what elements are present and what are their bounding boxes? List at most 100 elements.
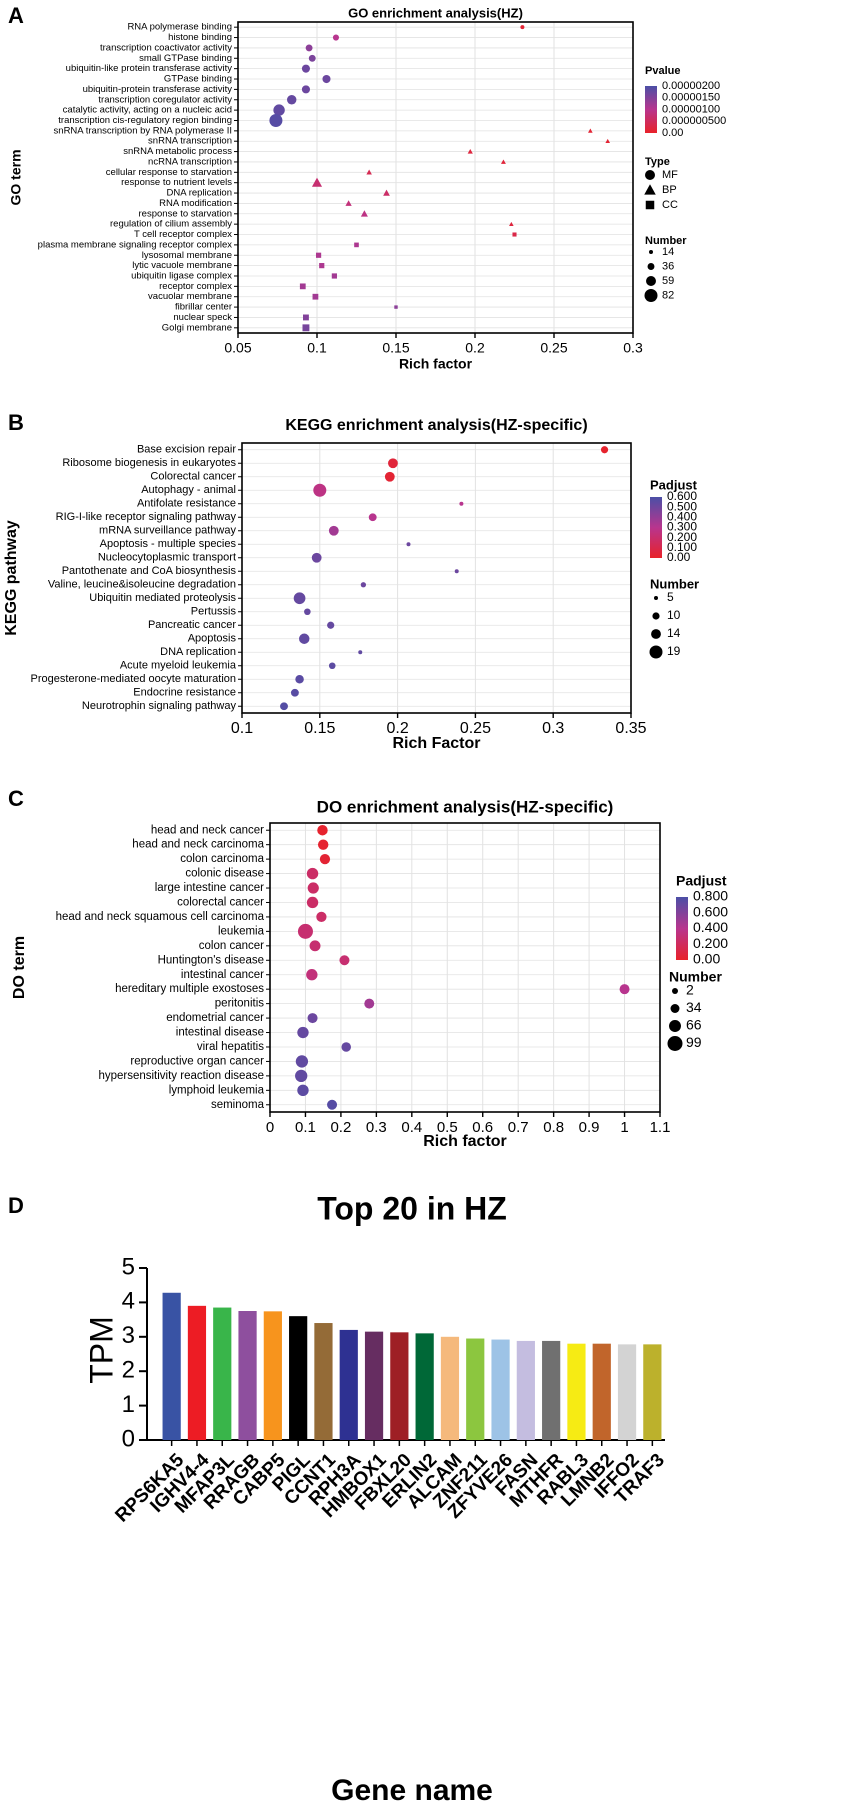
y-tick-label-b: Colorectal cancer: [150, 471, 236, 483]
data-point-a: [301, 64, 310, 73]
y-tick-label-a: transcription cis-regulatory region bind…: [58, 115, 232, 126]
y-tick-label-c: head and neck carcinoma: [132, 839, 264, 851]
color-legend-label-a: 0.00000150: [662, 92, 720, 104]
x-axis-label-b: Rich Factor: [392, 735, 480, 752]
y-tick-label-b: Acute myeloid leukemia: [120, 660, 237, 672]
bar-d: [440, 1336, 460, 1440]
y-tick-label-c: colon carcinoma: [180, 853, 264, 865]
data-point-a: [500, 159, 506, 164]
bar-d: [466, 1338, 485, 1440]
y-tick-label-c: large intestine cancer: [155, 882, 264, 894]
size-legend-label-c: 99: [686, 1034, 702, 1050]
color-legend-label-c: 0.00: [693, 951, 720, 967]
data-point-b: [406, 542, 411, 547]
data-point-b: [280, 702, 288, 711]
colorbar-c: [676, 897, 688, 960]
data-point-a: [345, 200, 352, 206]
x-tick-label-b: 0.3: [542, 720, 564, 737]
size-legend-label-a: 14: [662, 246, 674, 258]
data-point-a: [303, 314, 309, 321]
data-point-a: [331, 273, 337, 279]
size-legend-label-a: 36: [662, 260, 674, 272]
data-point-a: [360, 210, 368, 217]
size-legend-marker-a: [644, 289, 658, 302]
data-point-c: [306, 969, 318, 981]
bar-d: [415, 1333, 434, 1440]
data-point-a: [383, 189, 390, 196]
y-tick-label-b: Progesterone-mediated oocyte maturation: [31, 673, 236, 685]
data-point-a: [273, 104, 285, 116]
y-tick-label-a: vacuolar membrane: [148, 291, 232, 302]
data-point-c: [317, 824, 328, 836]
data-point-b: [328, 525, 339, 536]
y-tick-label-b: mRNA surveillance pathway: [99, 525, 236, 537]
data-point-a: [605, 138, 611, 144]
y-tick-label-a: ncRNA transcription: [148, 156, 232, 167]
data-point-c: [297, 923, 313, 939]
y-tick-label-b: Apoptosis - multiple species: [100, 538, 237, 550]
bar-d: [162, 1292, 181, 1440]
data-point-c: [307, 1013, 318, 1024]
bar-d: [187, 1305, 207, 1440]
color-legend-title-a: Pvalue: [645, 65, 680, 77]
panel-label-b: B: [8, 410, 24, 435]
data-point-b: [304, 608, 311, 616]
y-tick-label-c: lymphoid leukemia: [169, 1084, 265, 1096]
data-point-a: [509, 221, 514, 226]
x-tick-label-a: 0.1: [307, 340, 327, 356]
color-legend-label-c: 0.600: [693, 903, 728, 919]
data-point-a: [332, 34, 340, 41]
y-tick-label-b: Ubiquitin mediated proteolysis: [89, 592, 236, 604]
data-point-c: [309, 940, 321, 952]
data-point-a: [366, 169, 372, 175]
size-legend-label-b: 5: [667, 590, 674, 604]
bar-d: [314, 1323, 333, 1440]
size-legend-label-b: 14: [667, 626, 681, 640]
data-point-a: [520, 25, 525, 30]
x-tick-label-c: 0: [266, 1119, 274, 1136]
data-point-b: [311, 552, 322, 563]
shape-legend-marker-a: [645, 200, 655, 210]
color-legend-label-a: 0.00000100: [662, 103, 720, 115]
data-point-c: [319, 853, 331, 865]
y-tick-label-d: 5: [122, 1253, 135, 1280]
x-tick-label-c: 0.3: [366, 1119, 387, 1136]
bar-d: [617, 1344, 637, 1440]
y-tick-label-a: ubiquitin ligase complex: [131, 270, 232, 281]
bar-d: [339, 1329, 358, 1440]
data-point-b: [295, 675, 304, 684]
size-legend-marker-c: [672, 988, 678, 994]
y-tick-label-b: Nucleocytoplasmic transport: [98, 552, 236, 564]
y-tick-label-a: transcription coactivator activity: [100, 42, 232, 53]
y-tick-label-b: Neurotrophin signaling pathway: [82, 700, 237, 712]
size-legend-label-c: 66: [686, 1017, 702, 1033]
data-point-a: [302, 324, 310, 332]
data-point-b: [459, 501, 464, 506]
color-legend-label-b: 0.400: [667, 510, 697, 524]
y-tick-label-c: reproductive organ cancer: [130, 1055, 264, 1067]
y-tick-label-a: Golgi membrane: [162, 322, 232, 333]
data-point-b: [368, 513, 377, 522]
shape-legend-title-a: Type: [645, 156, 670, 168]
y-tick-label-d: 1: [122, 1391, 135, 1418]
data-point-a: [322, 74, 331, 84]
y-tick-label-c: endometrial cancer: [166, 1012, 264, 1024]
data-point-b: [313, 483, 327, 497]
x-tick-label-a: 0.25: [540, 340, 567, 356]
y-tick-label-a: regulation of cilium assembly: [110, 219, 232, 230]
y-tick-label-c: colon cancer: [199, 940, 264, 952]
chart-title-c: DO enrichment analysis(HZ-specific): [317, 797, 614, 816]
y-tick-label-d: 4: [122, 1288, 135, 1315]
y-tick-label-a: response to starvation: [139, 208, 232, 219]
data-point-b: [600, 446, 609, 454]
x-tick-label-c: 0.8: [543, 1119, 564, 1136]
colorbar-b: [650, 497, 662, 558]
y-tick-label-b: Pancreatic cancer: [148, 619, 236, 631]
bar-d: [364, 1331, 384, 1440]
y-tick-label-b: Ribosome biogenesis in eukaryotes: [62, 457, 236, 469]
y-tick-label-b: Pertussis: [191, 606, 237, 618]
color-legend-label-b: 0.300: [667, 520, 697, 534]
bar-d: [567, 1343, 586, 1440]
bar-d: [390, 1332, 409, 1440]
y-tick-label-c: peritonitis: [215, 998, 264, 1010]
